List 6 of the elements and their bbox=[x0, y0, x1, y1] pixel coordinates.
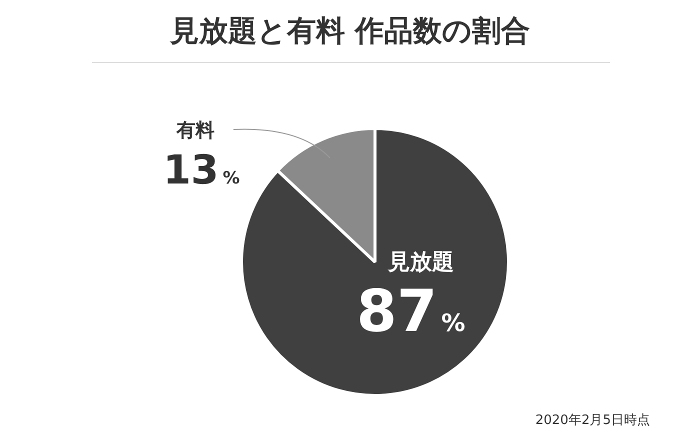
data-label: 13% bbox=[163, 148, 240, 194]
slice-label: 見放題 bbox=[386, 250, 454, 275]
data-label: 87% bbox=[356, 276, 466, 345]
chart-title: 見放題と有料 作品数の割合 bbox=[168, 14, 530, 48]
text: 2020年2月5日時点 bbox=[535, 413, 650, 428]
slice-label: 有料 bbox=[175, 120, 214, 142]
